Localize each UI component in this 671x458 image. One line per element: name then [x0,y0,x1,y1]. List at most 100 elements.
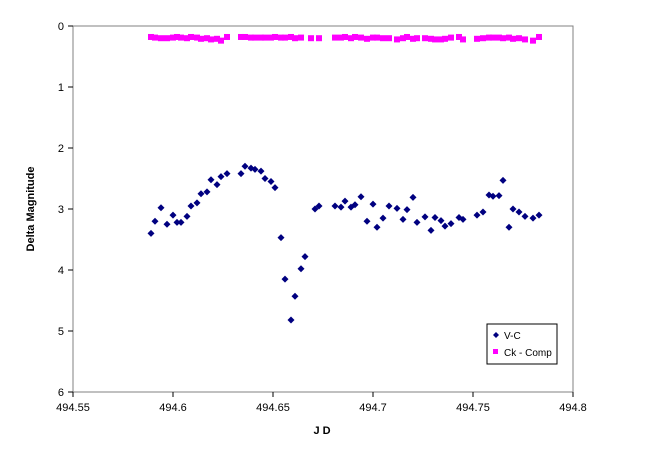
data-point-v-c [431,214,439,222]
data-point-v-c [399,215,407,223]
data-point-v-c [271,184,279,192]
data-point-v-c [277,234,285,242]
data-point-ck-comp [262,34,268,41]
data-point-ck-comp [298,34,304,41]
data-point-ck-comp [480,35,486,42]
data-point-ck-comp [178,34,184,41]
data-point-v-c [187,202,195,210]
data-point-ck-comp [500,35,506,42]
data-point-ck-comp [414,35,420,42]
legend-label-v-c: V-C [504,331,521,342]
data-point-ck-comp [448,34,454,41]
x-tick-label: 494.6 [159,402,187,414]
data-point-v-c [413,218,421,226]
data-point-ck-comp [428,35,434,42]
data-point-v-c [441,222,449,230]
data-point-v-c [157,204,165,212]
data-point-v-c [479,208,487,216]
legend-label-ck-comp: Ck - Comp [504,348,552,359]
data-point-v-c [147,229,155,237]
data-point-ck-comp [152,34,158,41]
data-point-ck-comp [486,34,492,41]
data-point-v-c [183,212,191,220]
data-point-v-c [207,176,215,184]
data-point-ck-comp [404,33,410,40]
data-point-v-c [427,226,435,234]
data-point-ck-comp [308,35,314,42]
data-point-ck-comp [238,33,244,40]
data-point-v-c [357,193,365,201]
data-point-v-c [529,214,537,222]
data-point-v-c [437,217,445,225]
data-point-v-c [373,223,381,231]
y-axis-title: Delta Magnitude [25,167,37,252]
data-point-v-c [509,205,517,213]
data-point-v-c [341,197,349,205]
data-point-v-c [403,206,411,214]
data-point-v-c [495,192,503,200]
data-point-v-c [173,218,181,226]
data-point-v-c [337,203,345,211]
data-point-ck-comp [432,36,438,43]
data-point-ck-comp [506,34,512,41]
data-point-ck-comp [248,34,254,41]
data-point-ck-comp [292,35,298,42]
data-point-ck-comp [214,35,220,42]
data-point-ck-comp [278,34,284,41]
legend-marker-v-c [493,332,499,338]
data-point-v-c [163,220,171,228]
legend: V-C Ck - Comp [486,323,558,365]
data-point-ck-comp [268,34,274,41]
data-point-ck-comp [348,35,354,42]
data-point-v-c [297,265,305,273]
x-tick-label: 494.75 [456,402,490,414]
data-point-ck-comp [370,34,376,41]
series-ck-comp [148,33,542,44]
data-point-ck-comp [358,34,364,41]
data-point-ck-comp [522,36,528,43]
data-point-ck-comp [530,37,536,44]
data-point-ck-comp [422,35,428,42]
data-point-ck-comp [490,34,496,41]
data-point-ck-comp [282,34,288,41]
data-point-v-c [237,170,245,178]
data-point-v-c [311,205,319,213]
data-point-v-c [409,193,417,201]
data-point-v-c [193,199,201,207]
data-point-ck-comp [218,37,224,44]
data-point-v-c [535,211,543,219]
data-point-v-c [385,202,393,210]
x-tick-label: 494.8 [559,402,587,414]
data-point-v-c [251,165,259,173]
data-point-v-c [421,213,429,221]
x-tick-label: 494.65 [256,402,290,414]
data-point-ck-comp [198,35,204,42]
y-tick-labels: 0 1 2 3 4 5 6 [58,21,64,399]
data-point-v-c [281,275,289,283]
data-point-v-c [379,214,387,222]
y-tick-label: 2 [58,143,64,155]
y-tick-label: 5 [58,326,64,338]
data-point-v-c [169,211,177,219]
data-point-ck-comp [224,33,230,40]
y-tick-label: 4 [58,265,64,277]
y-tick-label: 3 [58,204,64,216]
data-point-ck-comp [194,34,200,41]
data-point-v-c [473,211,481,219]
axis-ticks [68,25,574,397]
data-point-v-c [331,202,339,210]
legend-marker-ck-comp [493,349,498,354]
data-point-v-c [177,218,185,226]
x-tick-label: 494.7 [359,402,387,414]
data-point-ck-comp [374,34,380,41]
data-point-ck-comp [400,35,406,42]
data-point-v-c [447,220,455,228]
data-point-v-c [515,208,523,216]
data-point-ck-comp [460,36,466,43]
data-point-ck-comp [316,35,322,42]
data-point-ck-comp [148,33,154,40]
data-point-ck-comp [170,34,176,41]
data-point-ck-comp [188,33,194,40]
data-point-v-c [217,173,225,181]
